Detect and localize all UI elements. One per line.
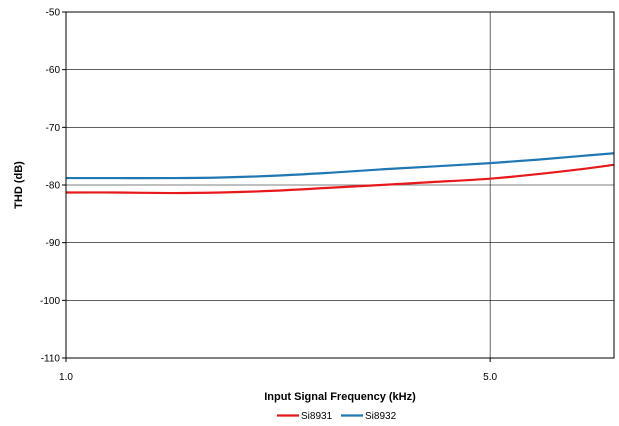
legend-label-si8931: Si8931 (301, 411, 333, 422)
legend-label-si8932: Si8932 (365, 411, 397, 422)
y-tick-labels: -50 -60 -70 -80 -90 -100 -110 (40, 8, 66, 365)
x-tick-label: 1.0 (59, 372, 73, 383)
y-tick-label: -110 (41, 354, 61, 365)
x-axis-title: Input Signal Frequency (kHz) (264, 391, 416, 403)
y-tick-label: -50 (46, 8, 61, 19)
x-tick-labels: 1.0 5.0 (59, 358, 498, 383)
y-tick-label: -100 (40, 296, 60, 307)
series-line-si8932 (66, 152, 615, 180)
legend: Si8931 Si8932 (277, 411, 397, 422)
y-tick-label: -60 (46, 65, 61, 76)
y-tick-label: -70 (46, 123, 61, 134)
x-tick-label: 5.0 (483, 372, 497, 383)
series-lines (65, 152, 615, 195)
y-axis-title: THD (dB) (13, 161, 25, 209)
y-tick-label: -90 (46, 238, 61, 249)
y-tick-label: -80 (46, 181, 61, 192)
series-line-si8931 (65, 163, 615, 195)
